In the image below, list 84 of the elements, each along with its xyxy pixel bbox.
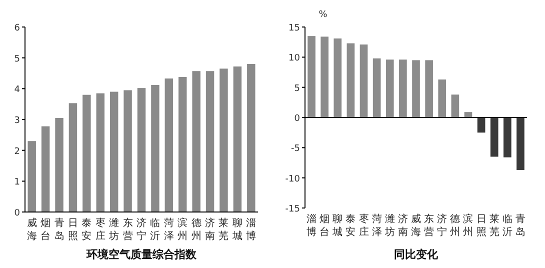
x-tick-label: 枣庄 (358, 213, 369, 238)
bar (477, 118, 486, 133)
bar (192, 71, 200, 212)
y-tick-label: 10 (288, 54, 300, 64)
bar (516, 118, 524, 170)
x-tick-label: 临沂 (502, 213, 512, 238)
bar (308, 36, 316, 118)
y-tick-label: 5 (14, 54, 20, 64)
x-tick-label: 聊城 (332, 213, 343, 238)
x-tick-label: 青岛 (515, 213, 526, 238)
x-tick-label: 聊城 (231, 217, 242, 242)
bar (96, 93, 104, 212)
y-axis-title: % (318, 10, 328, 20)
x-tick-label: 济南 (205, 217, 216, 242)
bar (28, 141, 36, 212)
y-tick-label: 0 (14, 208, 20, 218)
x-tick-label: 东营 (424, 213, 434, 238)
x-tick-label: 淄博 (306, 213, 317, 238)
bar (372, 58, 381, 118)
y-tick-label: 15 (288, 24, 300, 34)
x-axis-title: 同比变化 (394, 248, 439, 261)
x-tick-label: 青岛 (54, 217, 64, 242)
x-tick-label: 滨州 (463, 213, 474, 238)
y-tick-label: 4 (14, 85, 20, 96)
x-tick-label: 莱芜 (218, 217, 229, 242)
bar (386, 60, 394, 118)
x-tick-label: 潍坊 (384, 213, 395, 238)
x-tick-label: 威海 (411, 213, 421, 238)
x-tick-label: 东营 (122, 217, 133, 242)
bar (320, 36, 329, 118)
bar (110, 92, 118, 212)
x-tick-label: 枣庄 (95, 217, 106, 242)
y-tick-label: -5 (291, 144, 300, 154)
bar (41, 126, 50, 212)
x-tick-label: 莱芜 (489, 213, 500, 238)
y-tick-label: 6 (14, 24, 20, 34)
bar (220, 68, 228, 212)
y-tick-label: 3 (14, 116, 20, 126)
bar (346, 43, 355, 118)
y-tick-label: 0 (294, 114, 300, 124)
bar (412, 60, 420, 118)
bar (438, 79, 446, 118)
x-tick-label: 泰安 (346, 214, 356, 238)
y-tick-label: 2 (14, 146, 20, 157)
bar (399, 60, 407, 118)
x-axis-title: 环境空气质量综合指数 (86, 248, 198, 261)
x-tick-label: 临沂 (150, 217, 160, 242)
x-tick-label: 威海 (26, 217, 37, 242)
x-tick-label: 菏泽 (372, 213, 382, 238)
x-tick-label: 德州 (450, 214, 460, 238)
bar (334, 38, 342, 118)
bar (425, 60, 433, 118)
x-tick-label: 泰安 (82, 218, 92, 242)
x-tick-label: 济宁 (437, 213, 448, 238)
x-tick-label: 济南 (398, 213, 408, 238)
bar (451, 94, 460, 118)
x-tick-label: 烟台 (40, 217, 51, 242)
bar (503, 118, 512, 158)
bar (55, 118, 64, 212)
bar (124, 90, 132, 212)
bar (490, 118, 498, 157)
bar (360, 44, 368, 118)
bar (164, 78, 174, 212)
bar (233, 66, 242, 212)
bar (68, 103, 78, 212)
bar (178, 76, 187, 212)
bar (206, 71, 214, 212)
y-tick-label: 5 (294, 84, 300, 94)
x-tick-label: 德州 (191, 218, 202, 242)
x-tick-label: 日照 (68, 218, 78, 242)
y-tick-label: 1 (14, 178, 20, 188)
y-tick-label: -10 (285, 174, 300, 184)
x-tick-label: 日照 (476, 214, 486, 238)
y-tick-label: -15 (285, 204, 300, 214)
bar (151, 84, 160, 212)
bar (137, 88, 146, 212)
x-tick-label: 菏泽 (164, 217, 174, 242)
x-tick-label: 济宁 (136, 217, 146, 242)
x-tick-label: 淄博 (246, 217, 256, 242)
x-tick-label: 潍坊 (108, 217, 120, 242)
x-tick-label: 烟台 (320, 213, 330, 238)
bar (82, 94, 91, 212)
x-tick-label: 滨州 (178, 217, 188, 242)
bar (247, 64, 256, 212)
